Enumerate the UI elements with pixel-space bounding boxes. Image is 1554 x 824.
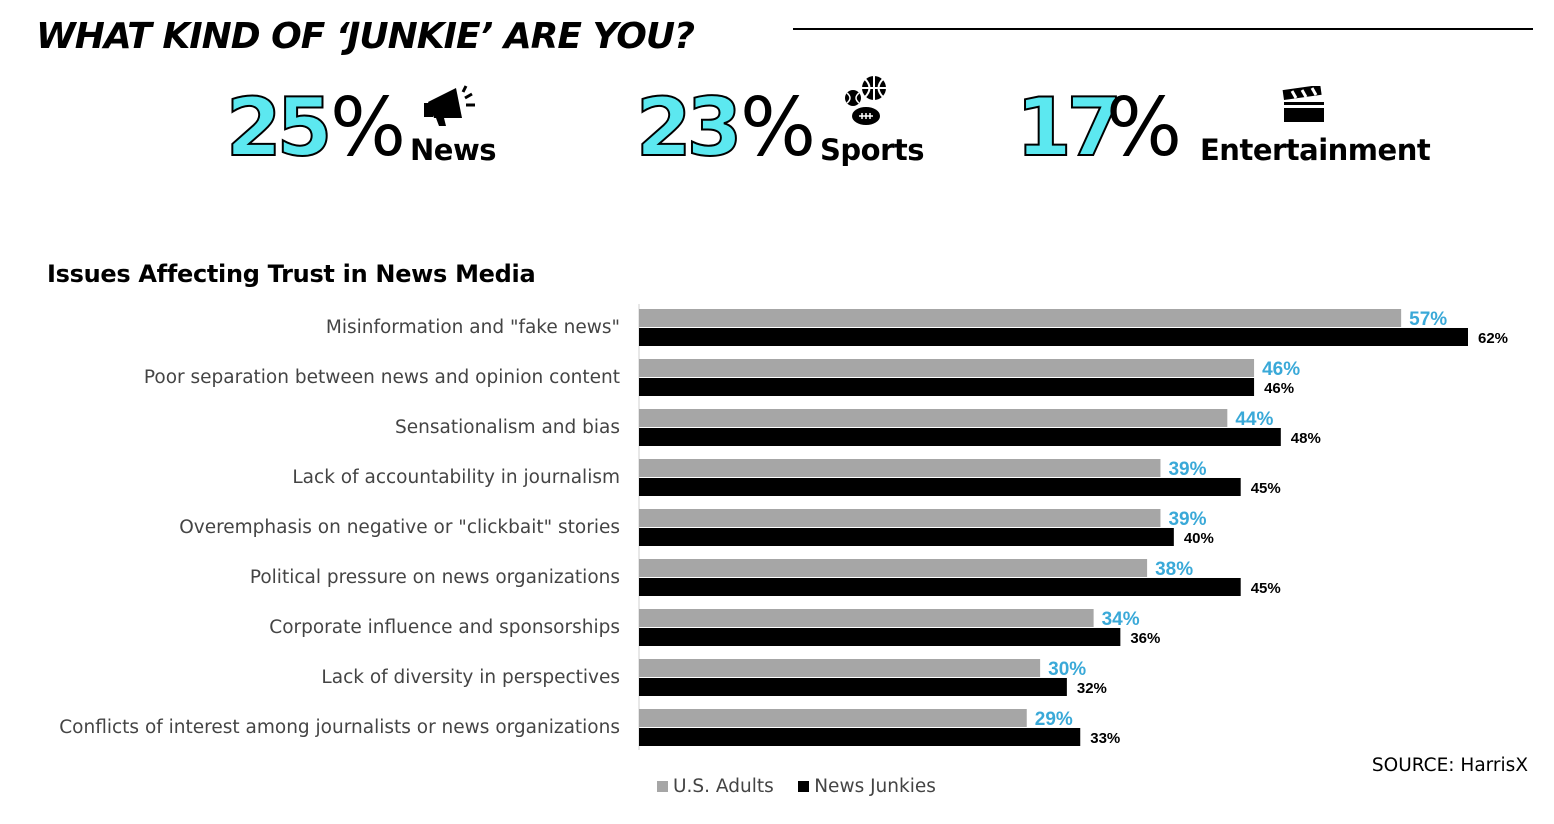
megaphone-icon [424,85,475,126]
bar-news-junkies [639,428,1281,446]
legend-swatch-us-adults [657,781,668,792]
stat-news: 25 % News [225,81,516,184]
data-label-news-junkies: 33% [1090,730,1120,747]
category-label: Conflicts of interest among journalists … [59,717,620,738]
bar-us-adults [639,709,1027,727]
legend-label-news-junkies: News Junkies [814,776,936,797]
data-label-us-adults: 30% [1048,659,1086,680]
legend: U.S. Adults News Junkies [657,776,956,798]
stat-entertainment-percent: % [1106,81,1183,174]
stat-news-label: News [410,133,497,167]
bar-us-adults [639,509,1161,527]
bar-us-adults [639,559,1148,577]
stat-entertainment-label: Entertainment [1200,133,1431,167]
bar-news-junkies [639,728,1081,746]
stat-entertainment: 17 % Entertainment [1015,81,1436,184]
bar-us-adults [639,609,1094,627]
stat-sports: 23 % Sports [635,76,936,184]
data-label-news-junkies: 45% [1251,480,1281,497]
category-label: Misinformation and "fake news" [326,317,620,338]
bar-us-adults [639,359,1255,377]
bar-news-junkies [639,578,1241,596]
legend-label-us-adults: U.S. Adults [673,776,774,797]
data-label-news-junkies: 46% [1264,380,1294,397]
legend-swatch-news-junkies [798,781,810,792]
category-label: Political pressure on news organizations [250,567,620,588]
bar-us-adults [639,309,1402,327]
bar-us-adults [639,459,1161,477]
stat-sports-percent: % [740,81,817,174]
legend-item-news-junkies: News Junkies [798,776,936,798]
data-label-us-adults: 44% [1235,409,1273,430]
chart-title: Issues Affecting Trust in News Media [47,260,536,288]
category-label: Overemphasis on negative or "clickbait" … [179,517,620,538]
data-label-news-junkies: 62% [1478,330,1508,347]
bar-news-junkies [639,378,1255,396]
stat-news-percent: % [330,81,407,174]
bar-news-junkies [639,328,1468,346]
category-label: Lack of accountability in journalism [292,467,620,488]
data-label-us-adults: 29% [1035,709,1073,730]
category-label: Corporate influence and sponsorships [269,617,620,638]
category-label: Lack of diversity in perspectives [321,667,620,688]
headline-rule [793,28,1533,30]
clapperboard-icon [1282,86,1324,122]
bar-us-adults [639,409,1228,427]
data-label-news-junkies: 45% [1251,580,1281,597]
data-label-news-junkies: 40% [1184,530,1214,547]
source-note: SOURCE: HarrisX [1371,755,1528,776]
data-label-us-adults: 39% [1168,459,1206,480]
category-label: Sensationalism and bias [395,417,620,438]
headline: WHAT KIND OF ‘JUNKIE’ ARE YOU? [36,16,695,57]
bar-news-junkies [639,628,1121,646]
stat-sports-number: 23 [635,81,743,174]
data-label-news-junkies: 32% [1077,680,1107,697]
stat-news-number: 25 [225,81,333,174]
category-label: Poor separation between news and opinion… [144,367,620,388]
bar-us-adults [639,659,1041,677]
legend-item-us-adults: U.S. Adults [657,776,774,798]
data-label-news-junkies: 36% [1130,630,1160,647]
stat-entertainment-number: 17 [1015,81,1123,174]
stat-sports-label: Sports [820,133,925,167]
data-label-us-adults: 38% [1155,559,1193,580]
data-label-news-junkies: 48% [1291,430,1321,447]
bar-news-junkies [639,478,1241,496]
data-label-us-adults: 34% [1102,609,1140,630]
data-label-us-adults: 46% [1262,359,1300,380]
sports-balls-icon [845,76,886,125]
data-label-us-adults: 57% [1409,309,1447,330]
bar-news-junkies [639,528,1174,546]
bar-news-junkies [639,678,1067,696]
data-label-us-adults: 39% [1168,509,1206,530]
